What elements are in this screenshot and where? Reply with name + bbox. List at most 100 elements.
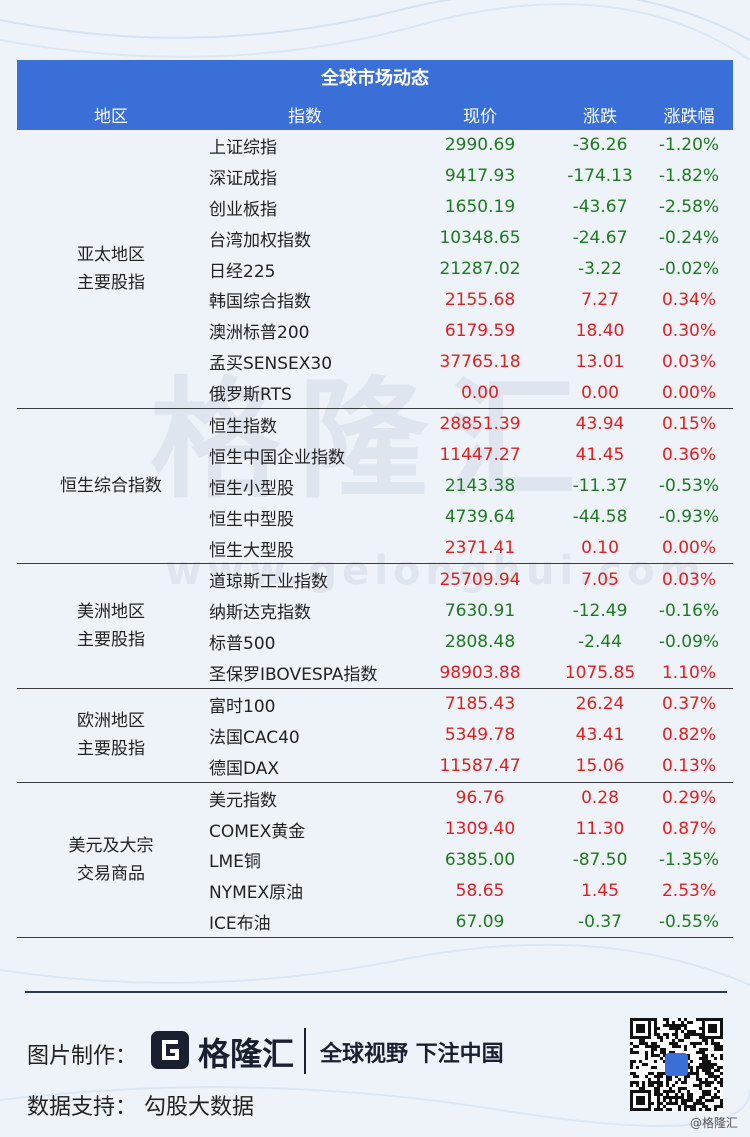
price-cell: 9417.93: [444, 166, 516, 187]
table-row: 美元指数 96.76 0.28 0.29%: [205, 783, 733, 814]
slogan: 全球视野 下注中国: [320, 1042, 504, 1067]
pct-cell: -0.53%: [658, 476, 720, 497]
footer: 图片制作： 格隆汇 全球视野 下注中国 数据支持： 勾股大数据 @格隆汇: [0, 1000, 750, 1137]
table-row: 俄罗斯RTS 0.00 0.00 0.00%: [205, 377, 733, 408]
price-cell: 58.65: [455, 880, 505, 901]
price-cell: 6385.00: [444, 849, 516, 870]
price-cell: 7185.43: [444, 694, 516, 715]
change-cell: 43.41: [575, 725, 625, 746]
price-cell: 37765.18: [439, 351, 521, 372]
index-name: 恒生小型股: [209, 478, 294, 499]
index-name: 深证成指: [209, 168, 277, 189]
watermark-url: www.gelonghui.com: [165, 548, 707, 594]
price-cell: 4739.64: [444, 507, 516, 528]
pct-cell: 1.10%: [661, 662, 716, 683]
table-row: 恒生中国企业指数 11447.27 41.45 0.36%: [205, 440, 733, 471]
footer-divider: [25, 991, 727, 993]
table-row: 孟买SENSEX30 37765.18 13.01 0.03%: [205, 346, 733, 377]
change-cell: 0.28: [581, 788, 619, 809]
table-title: 全球市场动态: [17, 60, 733, 98]
region-group: 欧洲地区 主要股指 富时100 7185.43 26.24 0.37% 法国CAC40 53…: [17, 689, 733, 783]
index-name: 纳斯达克指数: [209, 603, 311, 624]
index-name: LME铜: [209, 852, 261, 873]
change-cell: -174.13: [567, 166, 633, 187]
change-cell: 0.00: [581, 382, 619, 403]
index-name: 恒生中国企业指数: [209, 447, 345, 468]
index-name: 富时100: [209, 696, 276, 717]
change-cell: 41.45: [575, 445, 625, 466]
table-header: 地区 指数 现价 涨跌 涨跌幅: [17, 98, 733, 130]
pct-cell: 0.00%: [661, 538, 716, 559]
change-cell: 1075.85: [564, 662, 636, 683]
price-cell: 98903.88: [439, 662, 521, 683]
table-row: COMEX黄金 1309.40 11.30 0.87%: [205, 814, 733, 845]
price-cell: 2990.69: [444, 135, 516, 156]
header-index: 指数: [288, 106, 322, 127]
region-label: 亚太地区 主要股指: [77, 245, 145, 293]
table-row: 纳斯达克指数 7630.91 -12.49 -0.16%: [205, 595, 733, 626]
data-source: 数据支持： 勾股大数据: [27, 1089, 254, 1121]
region-label: 美元及大宗 交易商品: [68, 835, 154, 884]
change-cell: 7.05: [581, 569, 619, 590]
pct-cell: -0.09%: [658, 631, 720, 652]
pct-cell: 0.30%: [661, 320, 716, 341]
table-row: 恒生大型股 2371.41 0.10 0.00%: [205, 533, 733, 564]
index-name: COMEX黄金: [209, 821, 306, 842]
price-cell: 2155.68: [444, 289, 516, 310]
index-name: NYMEX原油: [209, 883, 304, 904]
price-cell: 28851.39: [439, 414, 521, 435]
change-cell: -36.26: [572, 135, 628, 156]
region-group: 美元及大宗 交易商品 美元指数 96.76 0.28 0.29% COMEX黄金 1309.…: [17, 783, 733, 939]
region-rows: 美元指数 96.76 0.28 0.29% COMEX黄金 1309.40 11.30 0.8…: [205, 783, 733, 937]
region-rows: 上证综指 2990.69 -36.26 -1.20% 深证成指 9417.93 -174.1…: [205, 130, 733, 408]
change-cell: 0.10: [581, 538, 619, 559]
market-table: 全球市场动态 地区 指数 现价 涨跌 涨跌幅 亚太地区 主要股指 上证综指 2990…: [17, 60, 733, 939]
qr-code-icon: [630, 1018, 723, 1111]
change-cell: 7.27: [581, 289, 619, 310]
pct-cell: 0.82%: [661, 725, 716, 746]
table-row: 日经225 21287.02 -3.22 -0.02%: [205, 254, 733, 285]
price-cell: 96.76: [455, 788, 505, 809]
table-row: 澳洲标普200 6179.59 18.40 0.30%: [205, 315, 733, 346]
change-cell: 1.45: [581, 880, 619, 901]
index-name: 美元指数: [209, 790, 277, 811]
pct-cell: 0.87%: [661, 819, 716, 840]
price-cell: 25709.94: [439, 569, 521, 590]
index-name: 创业板指: [209, 199, 277, 220]
pct-cell: 0.15%: [661, 414, 716, 435]
region-label: 美洲地区 主要股指: [77, 602, 145, 651]
index-name: 台湾加权指数: [209, 230, 311, 251]
price-cell: 6179.59: [444, 320, 516, 341]
index-name: 澳洲标普200: [209, 323, 310, 344]
table-row: 韩国综合指数 2155.68 7.27 0.34%: [205, 284, 733, 315]
table-row: 恒生小型股 2143.38 -11.37 -0.53%: [205, 471, 733, 502]
table-row: 上证综指 2990.69 -36.26 -1.20%: [205, 130, 733, 161]
pct-cell: 0.13%: [661, 756, 716, 777]
watermark-brand: 格隆汇: [150, 364, 595, 516]
table-row: 标普500 2808.48 -2.44 -0.09%: [205, 626, 733, 657]
pct-cell: 0.03%: [661, 569, 716, 590]
region-rows: 富时100 7185.43 26.24 0.37% 法国CAC40 5349.78 43.4…: [205, 689, 733, 782]
pct-cell: -0.55%: [658, 911, 720, 932]
price-cell: 1309.40: [444, 819, 516, 840]
table-row: 深证成指 9417.93 -174.13 -1.82%: [205, 161, 733, 192]
price-cell: 5349.78: [444, 725, 516, 746]
pct-cell: 0.34%: [661, 289, 716, 310]
change-cell: -0.37: [578, 911, 622, 932]
index-name: 韩国综合指数: [209, 292, 311, 313]
gelonghui-logo-icon: [151, 1031, 189, 1069]
region-group: 美洲地区 主要股指 道琼斯工业指数 25709.94 7.05 0.03% 纳斯达克指数 7…: [17, 564, 733, 690]
region-group: 亚太地区 主要股指 上证综指 2990.69 -36.26 -1.20% 深证成指 9417…: [17, 130, 733, 410]
pct-cell: -1.20%: [658, 135, 720, 156]
index-name: 孟买SENSEX30: [209, 354, 333, 375]
index-name: 日经225: [209, 261, 276, 282]
price-cell: 2143.38: [444, 476, 516, 497]
region-label: 欧洲地区 主要股指: [77, 711, 145, 760]
index-name: 恒生指数: [209, 416, 277, 437]
index-name: 上证综指: [209, 137, 277, 158]
table-row: 法国CAC40 5349.78 43.41 0.82%: [205, 720, 733, 751]
pct-cell: -0.16%: [658, 600, 720, 621]
pct-cell: 0.03%: [661, 351, 716, 372]
index-name: 法国CAC40: [209, 727, 300, 748]
